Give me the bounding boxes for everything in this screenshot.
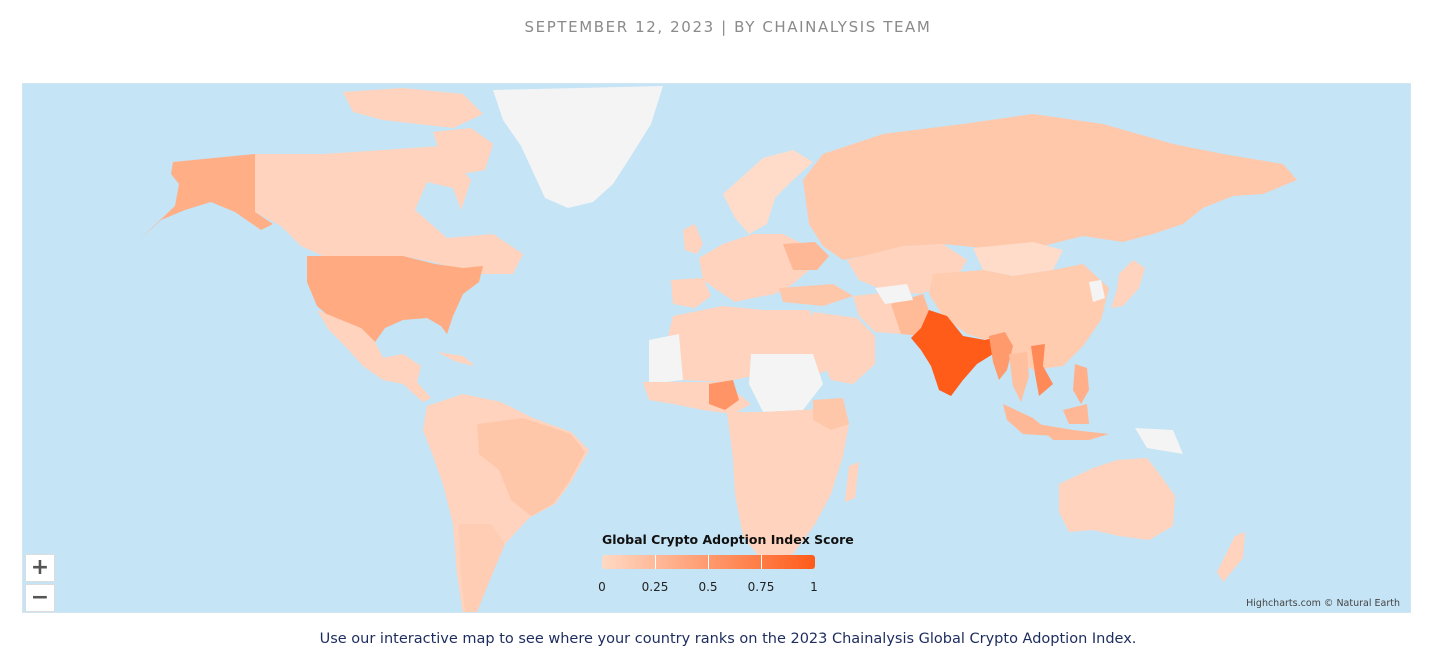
legend-divider <box>761 555 762 569</box>
region-pakistan[interactable] <box>891 294 931 336</box>
region-png[interactable] <box>1135 428 1183 454</box>
map-caption: Use our interactive map to see where you… <box>319 631 1137 647</box>
region-turkey[interactable] <box>779 284 853 306</box>
region-kenya[interactable] <box>813 398 849 430</box>
region-nigeria[interactable] <box>709 380 739 410</box>
region-united-states[interactable] <box>307 256 483 342</box>
legend-color-bar <box>602 555 815 569</box>
region-india[interactable] <box>911 310 1001 396</box>
region-iberia[interactable] <box>671 278 711 308</box>
legend-tick-label: 0.75 <box>747 580 775 594</box>
region-australia[interactable] <box>1059 458 1175 540</box>
region-vietnam[interactable] <box>1031 344 1053 396</box>
legend-divider <box>708 555 709 569</box>
plus-icon: + <box>30 555 50 580</box>
region-brazil[interactable] <box>477 418 585 516</box>
region-new-zealand[interactable] <box>1217 532 1245 582</box>
region-ukraine[interactable] <box>783 242 829 270</box>
region-canada[interactable] <box>255 146 523 274</box>
legend-divider <box>655 555 656 569</box>
region-myanmar[interactable] <box>989 332 1013 380</box>
region-philippines[interactable] <box>1073 364 1089 404</box>
region-japan[interactable] <box>1111 260 1145 308</box>
region-sudan[interactable] <box>749 354 823 412</box>
minus-icon: − <box>30 585 50 610</box>
region-caribbean[interactable] <box>437 352 475 366</box>
region-afghanistan[interactable] <box>875 284 913 304</box>
legend-title: Global Crypto Adoption Index Score <box>602 532 854 547</box>
region-baffin-island[interactable] <box>433 128 493 174</box>
region-korea[interactable] <box>1089 280 1105 302</box>
region-scandinavia[interactable] <box>723 150 813 234</box>
region-argentina[interactable] <box>459 524 505 612</box>
region-thailand[interactable] <box>1009 352 1029 402</box>
region-central-africa[interactable] <box>727 408 849 562</box>
map-land[interactable] <box>139 86 1297 613</box>
region-canada-islands[interactable] <box>343 88 483 128</box>
legend-tick-label: 0.25 <box>641 580 669 594</box>
region-mexico[interactable] <box>317 310 431 402</box>
region-russia[interactable] <box>803 114 1297 260</box>
zoom-out-button[interactable]: − <box>25 584 55 612</box>
legend-tick-label: 1 <box>810 580 818 594</box>
color-legend: Global Crypto Adoption Index Score 0 0.2… <box>593 528 854 598</box>
region-europe[interactable] <box>699 234 809 302</box>
region-uk[interactable] <box>683 224 703 254</box>
map-credits[interactable]: Highcharts.com © Natural Earth <box>1246 598 1400 609</box>
region-mongolia[interactable] <box>973 242 1063 276</box>
region-greenland[interactable] <box>493 86 663 208</box>
zoom-in-button[interactable]: + <box>25 554 55 582</box>
region-madagascar[interactable] <box>845 462 859 502</box>
legend-tick-label: 0.5 <box>698 580 718 594</box>
region-mauritania[interactable] <box>649 334 683 384</box>
article-byline: SEPTEMBER 12, 2023 | BY CHAINALYSIS TEAM <box>524 18 932 36</box>
legend-tick-label: 0 <box>598 580 606 594</box>
map-svg[interactable] <box>23 84 1411 613</box>
world-map[interactable]: + − Global Crypto Adoption Index Score 0… <box>22 83 1411 613</box>
region-indonesia[interactable] <box>1003 404 1109 440</box>
region-china[interactable] <box>929 264 1109 370</box>
region-alaska[interactable] <box>139 154 273 240</box>
